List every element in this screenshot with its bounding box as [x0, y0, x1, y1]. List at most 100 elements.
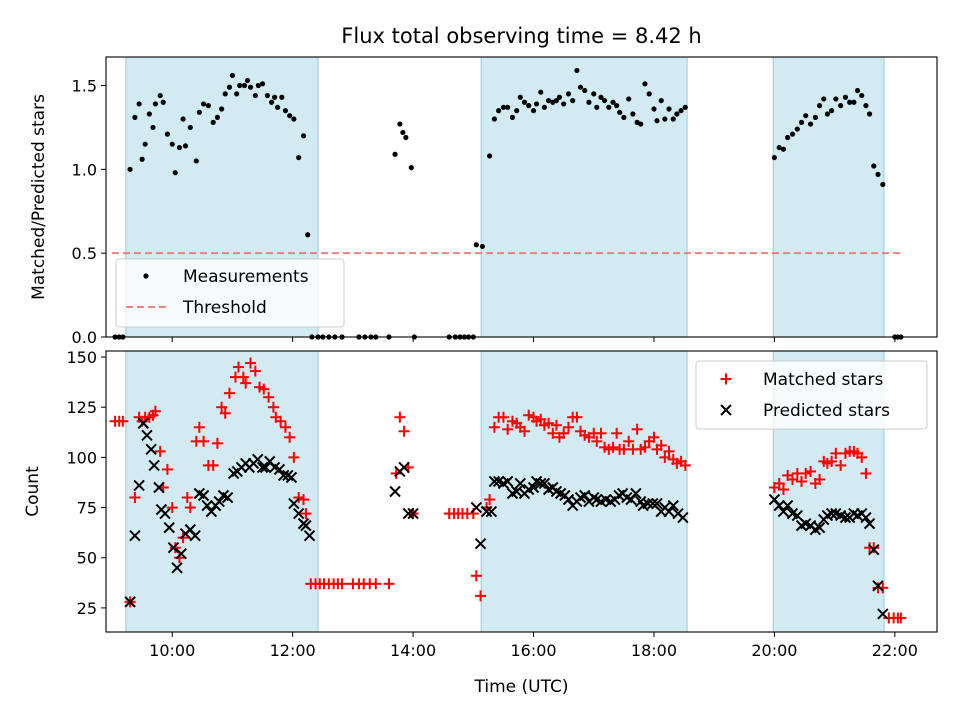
predicted-star-point-b	[773, 499, 785, 512]
predicted-star-point	[527, 481, 540, 494]
matched-star-point	[591, 435, 603, 447]
predicted-star-point-b	[781, 499, 794, 512]
matched-star-point	[856, 451, 868, 463]
predicted-star-point	[124, 596, 136, 608]
x-tick-label: 20:00	[751, 641, 797, 660]
predicted-star-point-b	[830, 507, 842, 520]
measurement-point	[479, 243, 485, 250]
measurement-point	[638, 121, 644, 127]
measurement-point	[821, 96, 827, 102]
threshold-legend-label: Threshold	[182, 298, 267, 318]
measurement-point	[880, 181, 886, 188]
measurement-point	[252, 92, 258, 99]
predicted-star-point-b	[538, 477, 551, 490]
predicted-legend-marker-glyph-b	[720, 404, 732, 416]
predicted-star-point	[213, 495, 225, 508]
matched-star-point	[211, 437, 223, 449]
predicted-star-point	[398, 461, 410, 474]
predicted-star-point-b	[184, 523, 197, 536]
measurement-point	[553, 97, 560, 104]
count-y-tick-label: 50	[77, 549, 97, 568]
predicted-star-point	[259, 461, 272, 474]
measurement-point	[621, 114, 627, 120]
measurement-point	[561, 101, 567, 107]
matched-star-point	[336, 578, 348, 590]
measurement-point	[282, 108, 289, 114]
measurement-point	[833, 96, 839, 102]
measurement-point	[132, 114, 138, 120]
measurement-point	[606, 104, 612, 110]
measurement-point	[259, 81, 266, 87]
predicted-star-point	[141, 429, 153, 442]
measurement-point	[577, 84, 584, 90]
predicted-star-point-b	[303, 529, 316, 542]
matched-legend-label: Matched stars	[763, 370, 883, 390]
predicted-star-point-b	[470, 501, 483, 514]
measurement-point	[136, 101, 142, 107]
measurement-point	[829, 108, 835, 114]
predicted-star-point-b	[791, 509, 804, 522]
measurement-point	[521, 99, 528, 105]
predicted-star-point-b	[133, 479, 145, 492]
predicted-star-point	[642, 497, 654, 510]
predicted-star-point	[777, 505, 790, 518]
predicted-star-point-b	[647, 497, 659, 510]
predicted-star-point	[137, 417, 150, 429]
measurement-point	[193, 158, 199, 164]
measurement-point	[859, 92, 865, 99]
measurement-point	[172, 170, 178, 176]
predicted-star-point-b	[389, 485, 401, 498]
predicted-star-point	[402, 507, 414, 520]
measurement-point	[500, 104, 507, 110]
measurement-point	[509, 114, 516, 120]
matched-star-point	[470, 570, 482, 582]
measurement-point	[486, 153, 493, 159]
measurement-point	[682, 104, 688, 110]
matched-star-point	[562, 421, 574, 433]
predicted-star-point	[863, 517, 876, 530]
matched-star-point	[117, 415, 129, 427]
predicted-star-point-b	[300, 519, 312, 532]
predicted-star-point	[651, 497, 663, 510]
predicted-star-point-b	[264, 455, 276, 468]
predicted-star-point	[663, 505, 675, 518]
measurement-point	[866, 111, 873, 117]
predicted-star-point-b	[252, 453, 264, 466]
predicted-star-point	[171, 562, 183, 574]
x-tick-label: 18:00	[631, 641, 677, 660]
measurement-point	[594, 104, 600, 110]
matched-star-point	[263, 391, 275, 403]
matched-star-point	[497, 411, 509, 423]
matched-star-point	[895, 612, 907, 624]
measurement-point	[662, 116, 668, 122]
predicted-star-point-b	[813, 521, 826, 534]
measurement-point	[545, 97, 552, 104]
count-y-tick-label: 25	[77, 599, 97, 618]
predicted-star-point-b	[171, 562, 183, 574]
measurement-point	[642, 81, 648, 87]
predicted-star-point	[860, 511, 872, 524]
ratio-y-tick-label: 0.0	[72, 328, 97, 347]
matched-star-point	[198, 435, 210, 447]
predicted-star-point	[201, 499, 213, 512]
predicted-star-point-b	[273, 463, 286, 476]
matched-star-point	[223, 387, 235, 399]
matched-star-point	[868, 542, 880, 554]
matched-star-point	[786, 473, 798, 485]
predicted-star-point-b	[205, 505, 218, 518]
measurement-point	[674, 111, 680, 117]
predicted-star-point-b	[651, 497, 663, 510]
matched-star-point	[394, 411, 406, 423]
measurement-point	[160, 99, 166, 105]
predicted-star-point-b	[217, 489, 230, 502]
matched-star-point	[773, 477, 785, 489]
matched-star-point	[173, 552, 185, 564]
predicted-star-point-b	[153, 481, 165, 494]
x-tick-label: 22:00	[872, 641, 918, 660]
measurement-point	[300, 133, 307, 139]
measurement-point	[176, 144, 183, 151]
predicted-legend-label: Predicted stars	[763, 401, 890, 421]
matched-star-point	[258, 383, 270, 395]
measurement-point	[403, 134, 409, 141]
predicted-star-point	[535, 477, 547, 490]
